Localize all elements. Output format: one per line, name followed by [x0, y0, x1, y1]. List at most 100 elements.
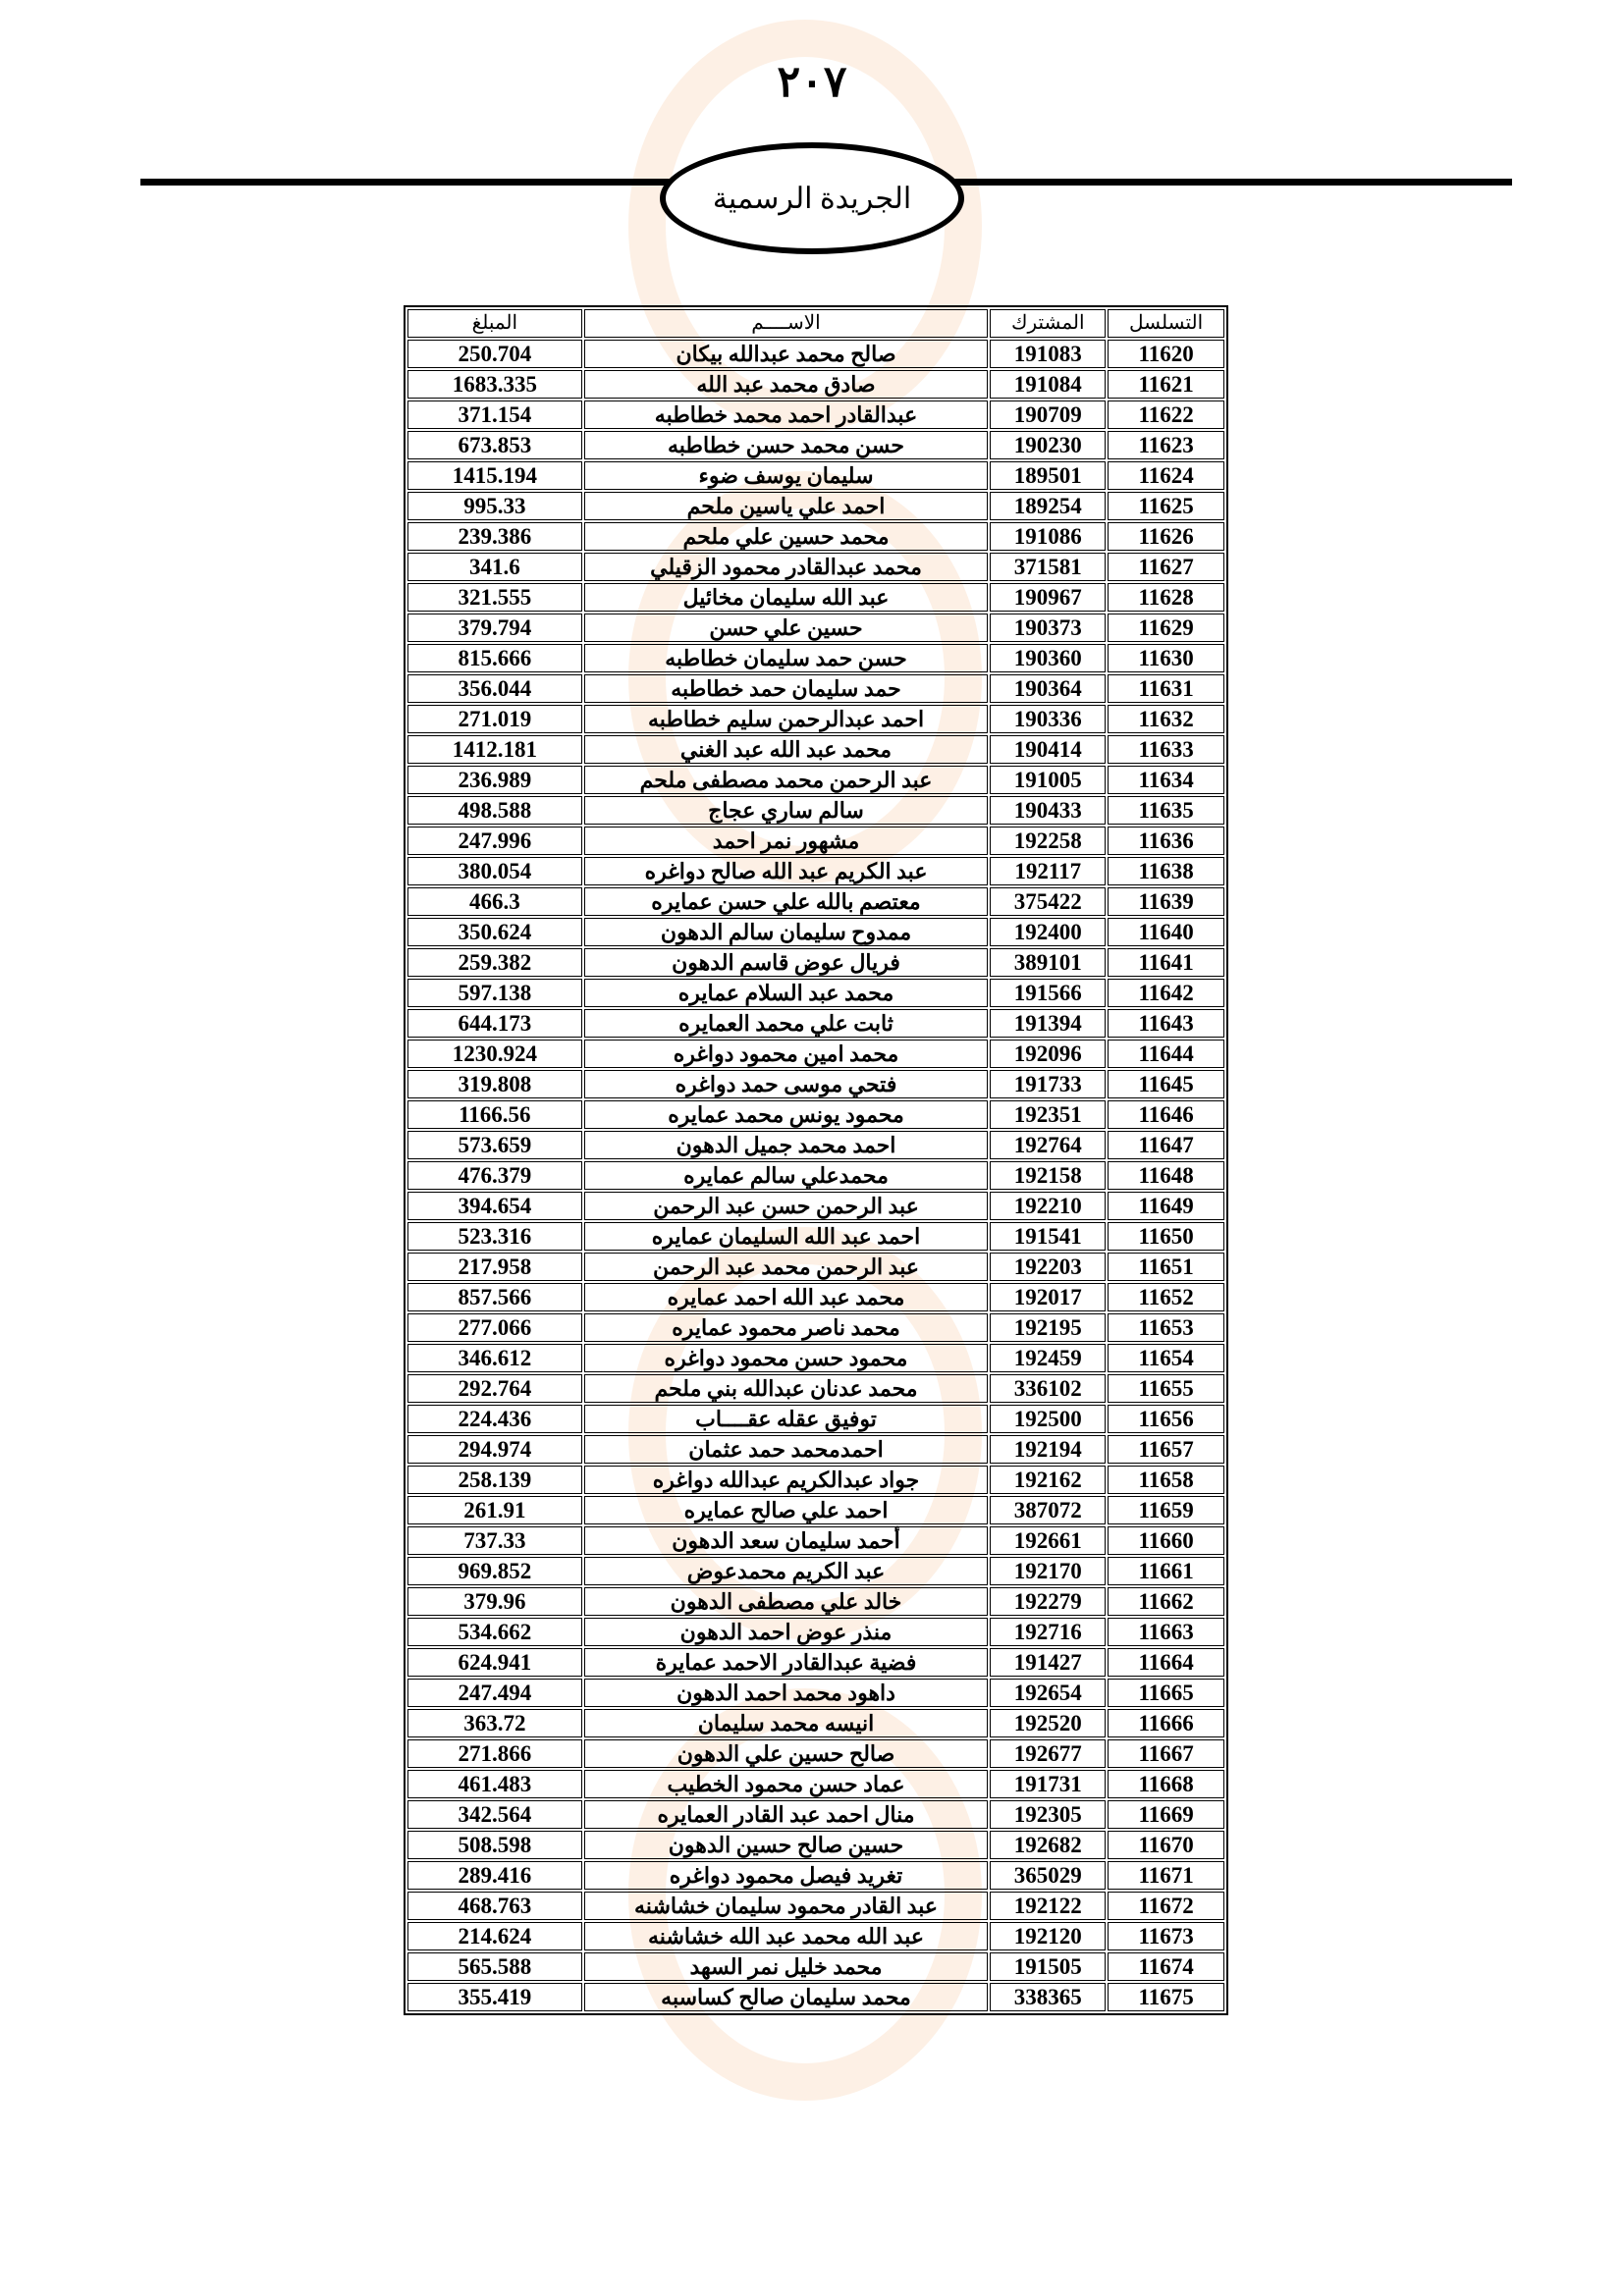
amount-cell: 1683.335: [407, 370, 582, 399]
serial-cell: 11645: [1108, 1070, 1224, 1098]
serial-cell: 11643: [1108, 1009, 1224, 1038]
column-header-subscriber: المشترك: [990, 309, 1107, 338]
subscriber-cell: 192279: [990, 1587, 1107, 1616]
name-cell: سليمان يوسف ضوء: [583, 461, 989, 490]
table-header-row: التسلسل المشترك الاســــم المبلغ: [407, 309, 1224, 338]
amount-cell: 247.494: [407, 1679, 582, 1707]
amount-cell: 258.139: [407, 1466, 582, 1494]
subscriber-cell: 192096: [990, 1040, 1107, 1068]
name-cell: محمد عبدالقادر محمود الزقيلي: [583, 553, 989, 581]
name-cell: احمد عبد الله السليمان عمايره: [583, 1222, 989, 1251]
name-cell: ثابت علي محمد العمايره: [583, 1009, 989, 1038]
subscriber-cell: 189501: [990, 461, 1107, 490]
subscriber-cell: 190230: [990, 431, 1107, 459]
amount-cell: 379.794: [407, 614, 582, 642]
column-header-amount: المبلغ: [407, 309, 582, 338]
name-cell: منذر عوض احمد الدهون: [583, 1618, 989, 1646]
amount-cell: 737.33: [407, 1526, 582, 1555]
subscriber-cell: 338365: [990, 1983, 1107, 2011]
subscriber-cell: 191005: [990, 766, 1107, 794]
serial-cell: 11621: [1108, 370, 1224, 399]
serial-cell: 11653: [1108, 1313, 1224, 1342]
subscriber-cell: 190364: [990, 674, 1107, 703]
name-cell: حسن حمد سليمان خطاطبه: [583, 644, 989, 672]
table-row: 11622 190709 عبدالقادر احمد محمد خطاطبه 371…: [407, 400, 1224, 429]
name-cell: عبدالقادر احمد محمد خطاطبه: [583, 400, 989, 429]
table-row: 11623 190230 حسن محمد حسن خطاطبه 673.853: [407, 431, 1224, 459]
table-row: 11653 192195 محمد ناصر محمود عمايره 277.066: [407, 1313, 1224, 1342]
name-cell: عماد حسن محمود الخطيب: [583, 1770, 989, 1798]
table-row: 11620 191083 صالح محمد عبدالله بيكان 250.70…: [407, 340, 1224, 368]
table-row: 11625 189254 احمد علي ياسين ملحم 995.33: [407, 492, 1224, 520]
name-cell: محمد عبد الله عبد الغني: [583, 735, 989, 764]
table-row: 11630 190360 حسن حمد سليمان خطاطبه 815.666: [407, 644, 1224, 672]
table-row: 11659 387072 احمد علي صالح عمايره 261.91: [407, 1496, 1224, 1524]
serial-cell: 11665: [1108, 1679, 1224, 1707]
subscriber-cell: 192170: [990, 1557, 1107, 1585]
name-cell: عبد الكريم محمدعوض: [583, 1557, 989, 1585]
name-cell: احمدمحمد حمد عثمان: [583, 1435, 989, 1464]
amount-cell: 644.173: [407, 1009, 582, 1038]
name-cell: حسن محمد حسن خطاطبه: [583, 431, 989, 459]
amount-cell: 508.598: [407, 1831, 582, 1859]
subscriber-cell: 190967: [990, 583, 1107, 612]
serial-cell: 11634: [1108, 766, 1224, 794]
serial-cell: 11661: [1108, 1557, 1224, 1585]
serial-cell: 11623: [1108, 431, 1224, 459]
amount-cell: 1412.181: [407, 735, 582, 764]
serial-cell: 11657: [1108, 1435, 1224, 1464]
name-cell: سالم ساري عجاج: [583, 796, 989, 825]
serial-cell: 11639: [1108, 887, 1224, 916]
subscriber-cell: 192122: [990, 1892, 1107, 1920]
subscriber-cell: 192305: [990, 1800, 1107, 1829]
table-row: 11645 191733 فتحي موسى حمد دواغره 319.808: [407, 1070, 1224, 1098]
gazette-title: الجريدة الرسمية: [712, 182, 912, 215]
name-cell: مشهور نمر احمد: [583, 827, 989, 855]
table-row: 11670 192682 حسين صالح حسين الدهون 508.598: [407, 1831, 1224, 1859]
table-row: 11624 189501 سليمان يوسف ضوء 1415.194: [407, 461, 1224, 490]
amount-cell: 461.483: [407, 1770, 582, 1798]
subscriber-cell: 192158: [990, 1161, 1107, 1190]
amount-cell: 342.564: [407, 1800, 582, 1829]
subscriber-cell: 192677: [990, 1739, 1107, 1768]
serial-cell: 11671: [1108, 1861, 1224, 1890]
subscriber-cell: 375422: [990, 887, 1107, 916]
subscriber-cell: 192764: [990, 1131, 1107, 1159]
table-row: 11631 190364 حمد سليمان حمد خطاطبه 356.044: [407, 674, 1224, 703]
amount-cell: 1166.56: [407, 1100, 582, 1129]
name-cell: احمد محمد جميل الدهون: [583, 1131, 989, 1159]
table-row: 11663 192716 منذر عوض احمد الدهون 534.662: [407, 1618, 1224, 1646]
serial-cell: 11627: [1108, 553, 1224, 581]
amount-cell: 350.624: [407, 918, 582, 946]
amount-cell: 597.138: [407, 979, 582, 1007]
subscriber-cell: 191083: [990, 340, 1107, 368]
amount-cell: 371.154: [407, 400, 582, 429]
subscriber-cell: 192195: [990, 1313, 1107, 1342]
table-row: 11650 191541 احمد عبد الله السليمان عمايره…: [407, 1222, 1224, 1251]
amount-cell: 857.566: [407, 1283, 582, 1311]
amount-cell: 236.989: [407, 766, 582, 794]
subscriber-cell: 192520: [990, 1709, 1107, 1737]
subscriber-cell: 192500: [990, 1405, 1107, 1433]
subscriber-cell: 191427: [990, 1648, 1107, 1677]
subscriber-cell: 190373: [990, 614, 1107, 642]
amount-cell: 969.852: [407, 1557, 582, 1585]
serial-cell: 11649: [1108, 1192, 1224, 1220]
name-cell: تغريد فيصل محمود دواغره: [583, 1861, 989, 1890]
subscriber-cell: 189254: [990, 492, 1107, 520]
name-cell: احمد عبدالرحمن سليم خطاطبه: [583, 705, 989, 733]
name-cell: عبد الرحمن محمد عبد الرحمن: [583, 1253, 989, 1281]
serial-cell: 11655: [1108, 1374, 1224, 1403]
table-row: 11656 192500 توفيق عقله عقــــاب 224.436: [407, 1405, 1224, 1433]
subscriber-cell: 192351: [990, 1100, 1107, 1129]
name-cell: محمود حسن محمود دواغره: [583, 1344, 989, 1372]
serial-cell: 11648: [1108, 1161, 1224, 1190]
subscriber-cell: 192459: [990, 1344, 1107, 1372]
table-row: 11654 192459 محمود حسن محمود دواغره 346.612: [407, 1344, 1224, 1372]
name-cell: محمد عدنان عبدالله بني ملحم: [583, 1374, 989, 1403]
name-cell: احمد علي ياسين ملحم: [583, 492, 989, 520]
table-row: 11639 375422 معتصم بالله علي حسن عمايره 466…: [407, 887, 1224, 916]
amount-cell: 468.763: [407, 1892, 582, 1920]
amount-cell: 247.996: [407, 827, 582, 855]
table-row: 11641 389101 فريال عوض قاسم الدهون 259.382: [407, 948, 1224, 977]
